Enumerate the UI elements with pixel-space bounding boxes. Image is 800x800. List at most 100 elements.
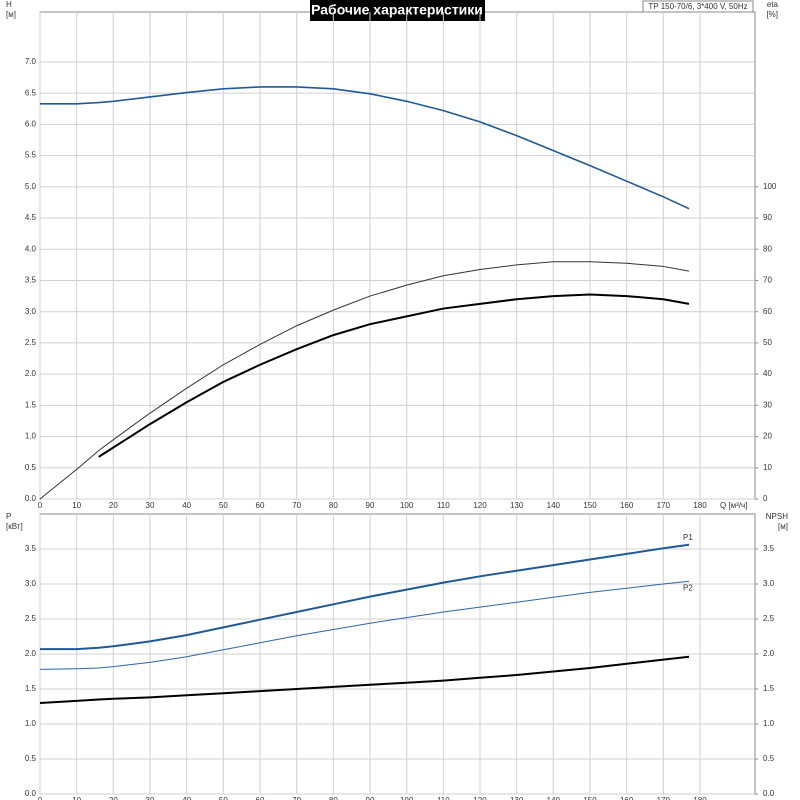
y-tick-label: 6.5 — [25, 88, 37, 97]
y-tick-label: 0.5 — [25, 463, 37, 472]
title-box — [310, 0, 485, 21]
y2-unit: [%] — [766, 10, 778, 19]
y2-tick-label: 30 — [763, 400, 772, 409]
y-tick-label: 2.5 — [25, 614, 37, 623]
x-tick-label: 10 — [72, 796, 81, 800]
series-label: P2 — [683, 583, 693, 592]
x-tick-label: 30 — [146, 796, 155, 800]
x-tick-label: 130 — [510, 501, 524, 510]
y2-tick-label: 2.5 — [763, 614, 775, 623]
y2-tick-label: 2.0 — [763, 649, 775, 658]
title: Рабочие характеристики — [311, 2, 483, 18]
y-tick-label: 3.5 — [25, 544, 37, 553]
x-label: Q [м³/ч] — [720, 501, 747, 510]
y-unit: [кВт] — [6, 522, 23, 531]
y-tick-label: 1.0 — [25, 719, 37, 728]
x-tick-label: 10 — [72, 501, 81, 510]
x-tick-label: 90 — [366, 501, 375, 510]
x-tick-label: 150 — [583, 501, 597, 510]
curve — [40, 86, 690, 210]
model-box — [642, 0, 754, 13]
y-tick-label: 1.5 — [25, 400, 37, 409]
y-label: P — [6, 512, 11, 521]
y-tick-label: 3.0 — [25, 579, 37, 588]
x-tick-label: 180 — [693, 501, 707, 510]
x-tick-label: 50 — [219, 501, 228, 510]
x-tick-label: 170 — [657, 501, 671, 510]
curve — [39, 580, 690, 670]
x-tick-label: 180 — [693, 796, 707, 800]
x-tick-label: 0 — [38, 501, 43, 510]
y2-tick-label: 3.0 — [763, 579, 775, 588]
x-tick-label: 70 — [292, 796, 301, 800]
x-tick-label: 20 — [109, 501, 118, 510]
y2-tick-label: 0.0 — [763, 789, 775, 798]
y2-tick-label: 20 — [763, 432, 772, 441]
y2-label: eta — [767, 0, 779, 9]
x-tick-label: 0 — [38, 796, 43, 800]
y2-tick-label: 0.5 — [763, 754, 775, 763]
y-tick-label: 1.5 — [25, 684, 37, 693]
y-tick-label: 2.0 — [25, 649, 37, 658]
x-tick-label: 110 — [437, 501, 450, 510]
y-tick-label: 3.0 — [25, 307, 37, 316]
y-tick-label: 4.0 — [25, 244, 37, 253]
y2-tick-label: 40 — [763, 369, 772, 378]
y2-tick-label: 60 — [763, 307, 772, 316]
y2-unit: [м] — [778, 522, 788, 531]
y-tick-label: 3.5 — [25, 276, 37, 285]
y-tick-label: 1.0 — [25, 432, 37, 441]
y2-label: NPSH — [766, 512, 788, 521]
x-tick-label: 60 — [256, 501, 265, 510]
x-tick-label: 40 — [182, 501, 191, 510]
y2-tick-label: 50 — [763, 338, 772, 347]
y-tick-label: 4.5 — [25, 213, 37, 222]
x-tick-label: 160 — [620, 796, 634, 800]
y2-tick-label: 1.0 — [763, 719, 775, 728]
y2-tick-label: 3.5 — [763, 544, 775, 553]
model: TP 150-70/6, 3*400 V, 50Hz — [648, 2, 747, 11]
x-tick-label: 100 — [400, 501, 414, 510]
y-tick-label: 6.0 — [25, 119, 37, 128]
y-tick-label: 2.5 — [25, 338, 37, 347]
x-tick-label: 130 — [510, 796, 524, 800]
y-unit: [м] — [6, 10, 16, 19]
y2-tick-label: 80 — [763, 244, 772, 253]
y-tick-label: 5.0 — [25, 182, 37, 191]
x-tick-label: 30 — [146, 501, 155, 510]
y2-tick-label: 100 — [763, 182, 777, 191]
x-tick-label: 80 — [329, 501, 338, 510]
x-tick-label: 50 — [219, 796, 228, 800]
x-tick-label: 40 — [182, 796, 191, 800]
y2-tick-label: 10 — [763, 463, 772, 472]
y-tick-label: 5.5 — [25, 151, 37, 160]
y-tick-label: 2.0 — [25, 369, 37, 378]
x-tick-label: 170 — [657, 796, 671, 800]
curve — [39, 655, 690, 704]
x-tick-label: 120 — [473, 501, 487, 510]
curve — [40, 543, 690, 651]
y2-tick-label: 90 — [763, 213, 772, 222]
y-label: H — [6, 0, 12, 9]
x-tick-label: 140 — [547, 796, 561, 800]
x-tick-label: 60 — [256, 796, 265, 800]
y-tick-label: 7.0 — [25, 57, 37, 66]
y2-tick-label: 70 — [763, 276, 772, 285]
x-tick-label: 140 — [547, 501, 561, 510]
x-tick-label: 120 — [473, 796, 487, 800]
x-tick-label: 70 — [292, 501, 301, 510]
y-tick-label: 0.5 — [25, 754, 37, 763]
x-tick-label: 20 — [109, 796, 118, 800]
x-tick-label: 110 — [437, 796, 450, 800]
y2-tick-label: 0 — [763, 494, 768, 503]
y2-tick-label: 1.5 — [763, 684, 775, 693]
x-tick-label: 160 — [620, 501, 634, 510]
x-tick-label: 80 — [329, 796, 338, 800]
y-tick-label: 0.0 — [25, 494, 37, 503]
curve — [98, 293, 690, 458]
x-tick-label: 150 — [583, 796, 597, 800]
x-tick-label: 100 — [400, 796, 414, 800]
curve — [39, 261, 690, 500]
